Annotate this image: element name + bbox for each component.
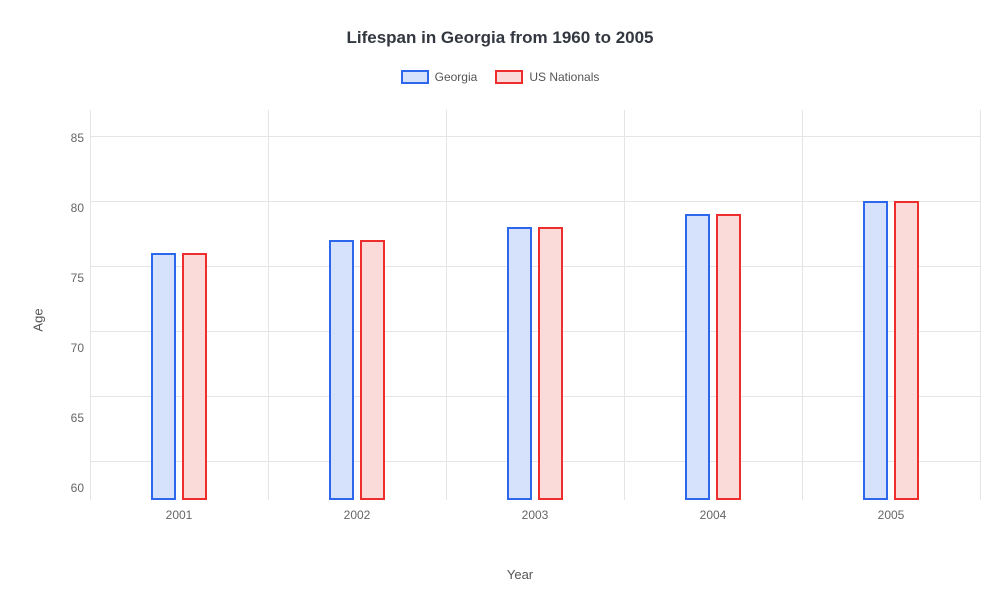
bar[interactable] [716,214,741,500]
legend-label: US Nationals [529,70,599,84]
legend-item[interactable]: Georgia [401,70,478,84]
plot-area: Age Year 6065707580852001200220032004200… [60,110,980,530]
gridline-vertical [446,110,447,500]
bar[interactable] [360,240,385,500]
bar[interactable] [182,253,207,500]
gridline-horizontal [90,201,980,202]
chart-title: Lifespan in Georgia from 1960 to 2005 [0,0,1000,48]
bar[interactable] [894,201,919,500]
x-tick-label: 2003 [522,508,549,522]
gridline-horizontal [90,331,980,332]
x-tick-label: 2002 [344,508,371,522]
gridline-horizontal [90,266,980,267]
gridline-horizontal [90,461,980,462]
gridline-vertical [980,110,981,500]
gridline-vertical [90,110,91,500]
gridline-vertical [624,110,625,500]
bar[interactable] [329,240,354,500]
gridline-vertical [268,110,269,500]
bar[interactable] [863,201,888,500]
legend-swatch [495,70,523,84]
x-tick-label: 2004 [700,508,727,522]
x-axis-label: Year [507,567,533,582]
y-axis-label: Age [31,308,46,331]
y-tick-label: 80 [44,201,84,215]
legend-label: Georgia [435,70,478,84]
bar[interactable] [685,214,710,500]
legend: Georgia US Nationals [0,70,1000,84]
x-tick-label: 2005 [878,508,905,522]
x-tick-label: 2001 [166,508,193,522]
y-tick-label: 75 [44,271,84,285]
legend-item[interactable]: US Nationals [495,70,599,84]
gridline-horizontal [90,136,980,137]
legend-swatch [401,70,429,84]
y-tick-label: 70 [44,341,84,355]
bar[interactable] [538,227,563,500]
y-tick-label: 65 [44,411,84,425]
bar[interactable] [151,253,176,500]
gridline-vertical [802,110,803,500]
gridline-horizontal [90,396,980,397]
y-tick-label: 60 [44,481,84,495]
plot-inner [90,110,980,500]
bar[interactable] [507,227,532,500]
y-tick-label: 85 [44,131,84,145]
